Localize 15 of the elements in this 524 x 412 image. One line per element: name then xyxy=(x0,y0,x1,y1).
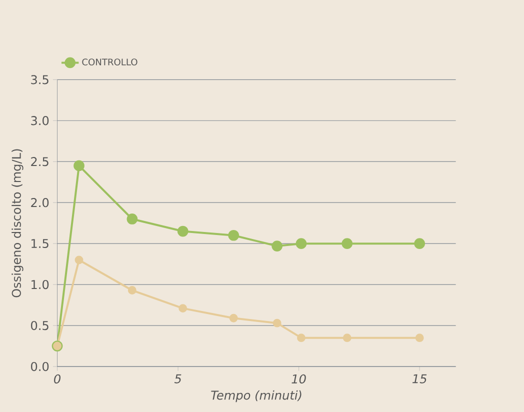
y-tick-label: 3.0 xyxy=(31,116,49,126)
x-tick-label: 0 xyxy=(54,374,60,384)
legend-label: CONTROLLO xyxy=(82,58,138,66)
x-tick-label: 10 xyxy=(292,374,306,384)
y-tick-label: 3.5 xyxy=(31,74,48,84)
y-tick-label: 0.0 xyxy=(31,362,49,371)
y-axis-title: Ossigeno discolto (mg/L) xyxy=(12,149,24,298)
x-axis-title: Tempo (minuti) xyxy=(211,390,302,402)
y-tick-label: 1.0 xyxy=(32,280,49,289)
y-tick-label: 2.0 xyxy=(31,198,49,208)
y-tick-label: 1.5 xyxy=(32,238,48,248)
x-tick-label: 15 xyxy=(412,374,427,384)
x-tick-label: 5 xyxy=(174,374,182,384)
y-tick-label: 0.5 xyxy=(31,320,48,330)
y-tick-label: 2.5 xyxy=(31,156,48,166)
